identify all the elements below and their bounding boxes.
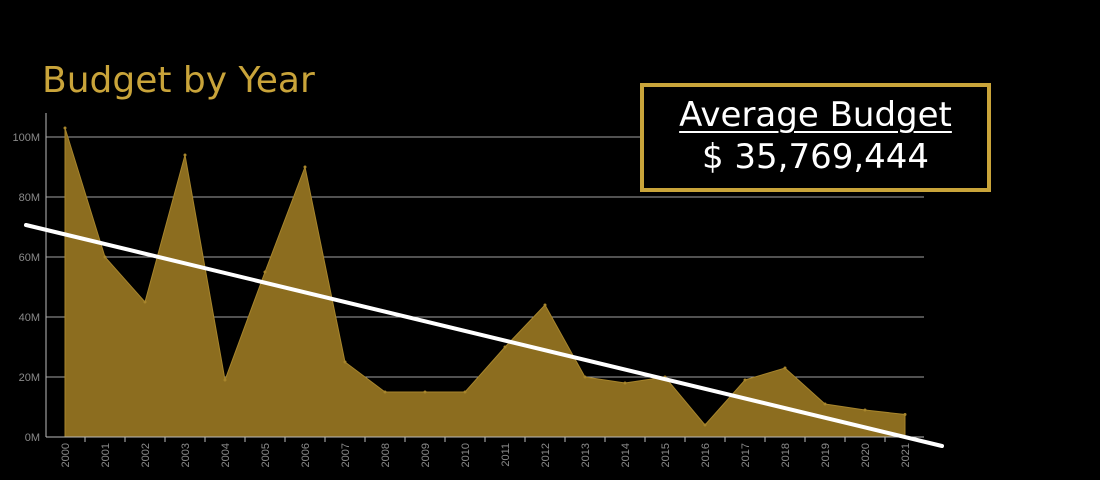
data-point <box>383 390 387 394</box>
x-tick-label: 2008 <box>380 443 392 467</box>
data-point <box>103 255 107 259</box>
data-point <box>623 381 627 385</box>
data-point <box>343 360 347 364</box>
data-point <box>543 303 547 307</box>
x-tick-label: 2000 <box>60 443 72 467</box>
y-axis-ticks: 0M 20M 40M 60M 80M 100M <box>12 132 40 444</box>
x-tick-label: 2007 <box>340 443 352 467</box>
y-tick-label: 100M <box>12 132 40 144</box>
area-series <box>63 126 907 438</box>
x-axis-ticks: 2000 2001 2002 2003 2004 2005 2006 2007 2008 2009… <box>60 437 912 467</box>
data-point <box>263 270 267 274</box>
data-point <box>223 378 227 382</box>
x-tick-label: 2003 <box>180 443 192 467</box>
x-tick-label: 2021 <box>900 443 912 467</box>
average-budget-card: Average Budget $ 35,769,444 <box>640 83 991 192</box>
y-tick-label: 20M <box>19 372 40 384</box>
y-tick-label: 80M <box>19 192 40 204</box>
data-point <box>183 153 187 157</box>
x-tick-label: 2014 <box>620 443 632 467</box>
trend-line <box>24 223 944 448</box>
data-point <box>143 300 147 304</box>
data-point <box>783 366 787 370</box>
data-point <box>903 413 907 416</box>
x-tick-label: 2018 <box>780 443 792 467</box>
x-tick-label: 2001 <box>100 443 112 467</box>
x-tick-label: 2010 <box>460 443 472 467</box>
data-point <box>303 165 307 169</box>
average-budget-value: $ 35,769,444 <box>701 137 930 177</box>
x-tick-label: 2013 <box>580 443 592 467</box>
y-tick-label: 0M <box>25 432 40 444</box>
x-tick-label: 2002 <box>140 443 152 467</box>
data-point <box>463 390 467 394</box>
x-tick-label: 2015 <box>660 443 672 467</box>
x-tick-label: 2016 <box>700 443 712 467</box>
x-tick-label: 2006 <box>300 443 312 467</box>
x-tick-label: 2020 <box>860 443 872 467</box>
x-tick-label: 2011 <box>500 443 512 467</box>
average-budget-label: Average Budget <box>679 95 952 135</box>
data-point <box>743 378 747 382</box>
data-point <box>503 345 507 349</box>
x-tick-label: 2019 <box>820 443 832 467</box>
data-point <box>63 126 67 130</box>
y-tick-label: 60M <box>19 252 40 264</box>
trend-line-layer <box>24 223 944 448</box>
x-tick-label: 2005 <box>260 443 272 467</box>
data-point <box>703 423 707 427</box>
x-tick-label: 2012 <box>540 443 552 467</box>
x-tick-label: 2004 <box>220 443 232 467</box>
chart-title: Budget by Year <box>42 60 315 101</box>
x-tick-label: 2017 <box>740 443 752 467</box>
data-point <box>583 375 587 379</box>
y-tick-label: 40M <box>19 312 40 324</box>
data-point <box>863 408 867 412</box>
data-point <box>823 402 827 406</box>
x-tick-label: 2009 <box>420 443 432 467</box>
data-point <box>423 390 427 394</box>
